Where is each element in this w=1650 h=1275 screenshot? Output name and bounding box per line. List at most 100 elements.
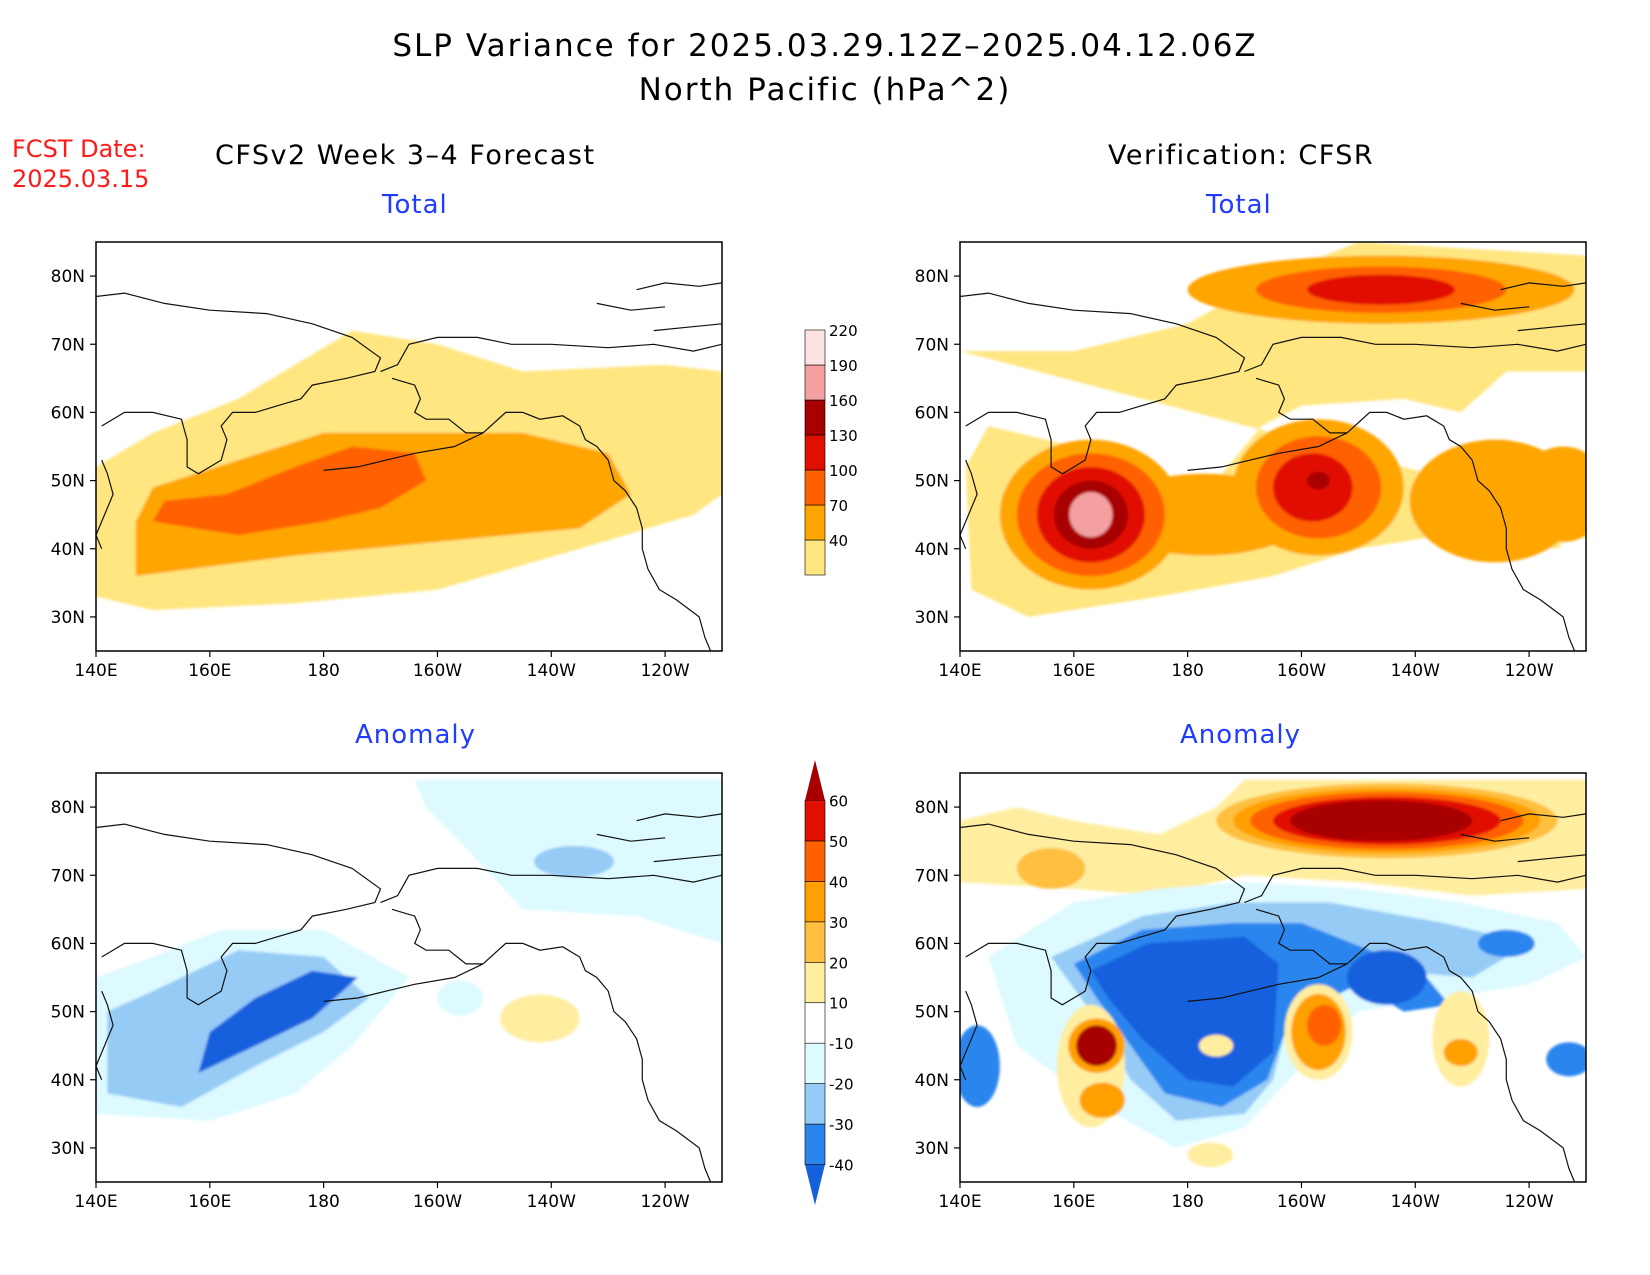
lon-tick-label: 160E bbox=[188, 1192, 231, 1212]
total-band-100 bbox=[152, 446, 427, 536]
total-band-70-far-east bbox=[1517, 446, 1586, 542]
lat-tick-label: 30N bbox=[915, 608, 949, 628]
lon-tick-label: 120W bbox=[1504, 1192, 1553, 1212]
colorbar-swatch bbox=[804, 469, 826, 506]
lon-tick-label: 140E bbox=[74, 661, 117, 681]
colorbar-label: 70 bbox=[829, 497, 848, 515]
lon-tick-label: 160W bbox=[1277, 661, 1326, 681]
forecast-anomaly-map: 30N 40N 50N 60N 70N 80N 140E 160E 180 160W 140W 120… bbox=[51, 772, 723, 1212]
colorbar-label: 100 bbox=[829, 462, 858, 480]
total-band-130-north bbox=[1307, 274, 1456, 305]
anom-band-pos40-central bbox=[1307, 1004, 1342, 1046]
colorbar-swatch bbox=[804, 399, 826, 436]
total-colorbar: 40 70 100 130 160 190 220 bbox=[804, 322, 858, 576]
anom-band-neg40-east bbox=[1346, 950, 1427, 1005]
colorbar-label: -30 bbox=[829, 1116, 854, 1134]
anom-band-neg30-west bbox=[198, 970, 358, 1073]
lat-tick-label: 40N bbox=[51, 540, 85, 560]
lon-tick-label: 160W bbox=[1277, 1192, 1326, 1212]
colorbar-swatch bbox=[804, 434, 826, 471]
lon-tick-label: 140E bbox=[938, 1192, 981, 1212]
colorbar-label: 20 bbox=[829, 954, 848, 972]
lat-tick-label: 70N bbox=[915, 866, 949, 886]
colorbar-swatch bbox=[804, 1123, 826, 1165]
forecast-total-map: 30N 40N 50N 60N 70N 80N 140E 160E 180 160W 140W 120… bbox=[51, 241, 723, 681]
lon-tick-label: 160E bbox=[188, 661, 231, 681]
lon-tick-label: 140E bbox=[74, 1192, 117, 1212]
colorbar-label: 160 bbox=[829, 392, 858, 410]
verification-total-title: Total bbox=[1206, 190, 1272, 220]
lat-tick-label: 40N bbox=[915, 1071, 949, 1091]
colorbar-label: 40 bbox=[829, 873, 848, 891]
verification-anomaly-title: Anomaly bbox=[1180, 720, 1302, 750]
lon-tick-label: 140E bbox=[938, 661, 981, 681]
colorbar-swatch bbox=[804, 504, 826, 541]
colorbar-swatch bbox=[804, 800, 826, 842]
fcst-date-block: FCST Date: 2025.03.15 bbox=[12, 134, 149, 194]
colorbar-label: -20 bbox=[829, 1076, 854, 1094]
verification-total-coastline bbox=[960, 282, 1586, 651]
lon-tick-label: 140W bbox=[1391, 1192, 1440, 1212]
lat-tick-label: 30N bbox=[51, 1139, 85, 1159]
colorbar-swatch bbox=[804, 961, 826, 1004]
forecast-anomaly-coastline bbox=[96, 813, 722, 1182]
anom-band-pos10-east bbox=[500, 994, 580, 1043]
lat-tick-label: 40N bbox=[51, 1071, 85, 1091]
lat-tick-label: 80N bbox=[51, 267, 85, 287]
lat-tick-label: 50N bbox=[51, 1003, 85, 1023]
colorbar-swatch bbox=[804, 921, 826, 963]
anom-band-neg10-small bbox=[437, 980, 483, 1016]
lon-tick-label: 160E bbox=[1052, 1192, 1095, 1212]
colorbar-label: -10 bbox=[829, 1035, 854, 1053]
colorbar-swatch bbox=[805, 1164, 825, 1205]
lat-tick-label: 80N bbox=[915, 267, 949, 287]
colorbar-swatch bbox=[804, 329, 826, 366]
lon-tick-label: 180 bbox=[307, 661, 339, 681]
colorbar-swatch bbox=[804, 1002, 826, 1044]
anom-band-pos60-west bbox=[1076, 1025, 1118, 1067]
colorbar-swatch bbox=[804, 881, 826, 923]
anom-band-neg30-far-west bbox=[960, 1025, 1000, 1108]
lon-tick-label: 160W bbox=[413, 1192, 462, 1212]
forecast-header: CFSv2 Week 3–4 Forecast bbox=[215, 140, 596, 171]
lon-tick-label: 180 bbox=[1171, 661, 1203, 681]
lon-tick-label: 140W bbox=[1391, 661, 1440, 681]
forecast-total-title: Total bbox=[382, 190, 448, 220]
verification-total-frame bbox=[959, 241, 1587, 652]
lat-tick-label: 70N bbox=[51, 866, 85, 886]
anom-band-neg30-ne bbox=[1477, 929, 1535, 958]
verification-anomaly-frame bbox=[959, 772, 1587, 1183]
colorbar-label: 30 bbox=[829, 914, 848, 932]
lat-tick-label: 80N bbox=[51, 798, 85, 818]
verification-total-map: 30N 40N 50N 60N 70N 80N 140E 160E 180 160W 140W 120… bbox=[915, 241, 1587, 681]
anom-band-pos60-north bbox=[1290, 800, 1473, 842]
lon-tick-label: 160W bbox=[413, 661, 462, 681]
colorbar-swatch bbox=[804, 1083, 826, 1125]
lat-tick-label: 50N bbox=[915, 472, 949, 492]
forecast-anomaly-frame bbox=[95, 772, 723, 1183]
colorbar-label: 220 bbox=[829, 322, 858, 340]
lon-tick-label: 120W bbox=[640, 1192, 689, 1212]
colorbar-label: -40 bbox=[829, 1157, 854, 1175]
lon-tick-label: 140W bbox=[527, 661, 576, 681]
colorbar-swatch bbox=[804, 539, 826, 576]
verification-anomaly-coastline bbox=[960, 813, 1586, 1182]
lat-tick-label: 80N bbox=[915, 798, 949, 818]
lat-tick-label: 60N bbox=[51, 934, 85, 954]
colorbar-swatch bbox=[804, 364, 826, 401]
colorbar-label: 50 bbox=[829, 833, 848, 851]
lon-tick-label: 160E bbox=[1052, 661, 1095, 681]
verification-anomaly-map: 30N 40N 50N 60N 70N 80N 140E 160E 180 160W 140W 120… bbox=[915, 772, 1587, 1212]
anom-band-pos20-nw bbox=[1016, 847, 1086, 889]
colorbar-swatch bbox=[804, 840, 826, 882]
lat-tick-label: 60N bbox=[915, 934, 949, 954]
lon-tick-label: 140W bbox=[527, 1192, 576, 1212]
total-band-160-central bbox=[1307, 471, 1330, 490]
colorbar-label: 190 bbox=[829, 357, 858, 375]
forecast-total-frame bbox=[95, 241, 723, 652]
lon-tick-label: 120W bbox=[1504, 661, 1553, 681]
lat-tick-label: 70N bbox=[51, 335, 85, 355]
lat-tick-label: 50N bbox=[915, 1003, 949, 1023]
lon-tick-label: 180 bbox=[307, 1192, 339, 1212]
anom-band-pos30-sw bbox=[1079, 1082, 1126, 1118]
